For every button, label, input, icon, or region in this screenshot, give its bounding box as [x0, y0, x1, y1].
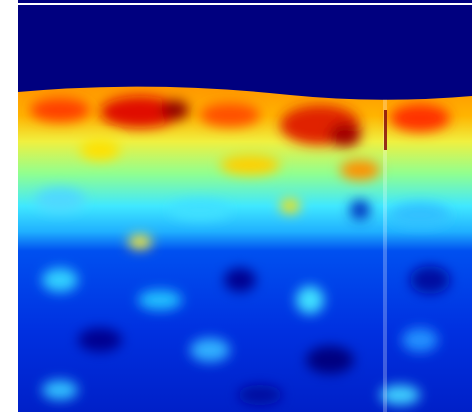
page: [0, 0, 472, 412]
field: [18, 80, 472, 412]
streak-top: [384, 110, 387, 150]
heatmap-image: [0, 0, 472, 412]
